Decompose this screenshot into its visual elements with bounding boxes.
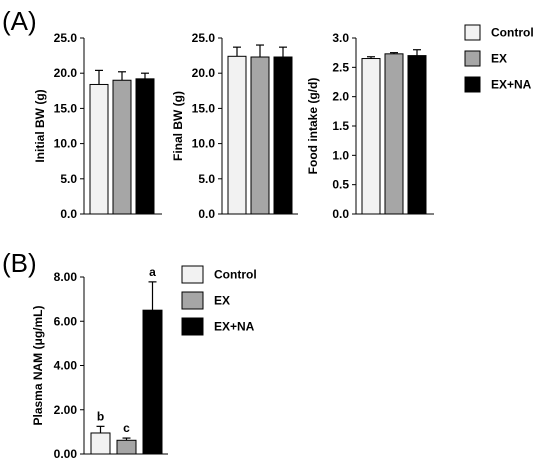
panel-label-a: (A) [2, 6, 37, 36]
y-tick-label: 15.0 [54, 101, 78, 115]
y-tick-label: 0.00 [54, 447, 78, 461]
bar-ex-na [407, 55, 427, 215]
legend-swatch [464, 24, 481, 41]
legend-panel-b: Control EX EX+NA [181, 265, 257, 336]
y-tick-label: 3.0 [332, 31, 349, 45]
chart-initial-bw: 0.0 5.0 10.0 15.0 20.0 25.0 Initial BW (g) [33, 31, 162, 221]
y-tick-label: 0.0 [60, 207, 77, 221]
legend-panel-a: Control EX EX+NA [464, 24, 534, 93]
legend-label: Control [214, 268, 257, 282]
bar-ex-na [135, 78, 155, 215]
y-tick-label: 2.5 [332, 60, 349, 74]
bar-control [89, 83, 109, 215]
legend-swatch [181, 317, 204, 336]
y-tick-label: 10.0 [192, 137, 216, 151]
y-tick-label: 1.0 [332, 148, 349, 162]
y-tick-label: 20.0 [192, 66, 216, 80]
bar-ex [112, 79, 132, 215]
y-tick-label: 0.0 [198, 207, 215, 221]
significance-letter: c [123, 421, 130, 435]
legend-label: EX [491, 52, 507, 66]
legend-label: Control [491, 26, 534, 40]
bar-ex-na [273, 56, 293, 215]
bar-control [90, 432, 111, 455]
panel-label-b: (B) [2, 248, 37, 278]
legend-label: EX+NA [214, 320, 255, 334]
y-axis-label: Initial BW (g) [33, 89, 47, 162]
y-tick-label: 25.0 [54, 31, 78, 45]
y-tick-label: 20.0 [54, 66, 78, 80]
y-tick-label: 8.00 [54, 270, 78, 284]
bar-ex [250, 56, 270, 215]
y-tick-label: 5.0 [60, 172, 77, 186]
bar-ex [116, 439, 137, 455]
legend-swatch [464, 76, 481, 93]
chart-final-bw: 0.0 5.0 10.0 15.0 20.0 25.0 Final BW (g) [171, 31, 298, 221]
legend-swatch [181, 291, 204, 310]
y-tick-label: 4.00 [54, 359, 78, 373]
y-tick-label: 2.0 [332, 90, 349, 104]
legend-label: EX+NA [491, 78, 532, 92]
y-tick-label: 5.0 [198, 172, 215, 186]
y-tick-label: 0.0 [332, 207, 349, 221]
legend-swatch [464, 50, 481, 67]
bar-control [227, 55, 247, 215]
y-tick-label: 15.0 [192, 101, 216, 115]
bar-ex-na [142, 309, 163, 455]
y-tick-label: 25.0 [192, 31, 216, 45]
bar-control [361, 58, 381, 215]
y-axis-label: Plasma NAM (μg/mL) [31, 305, 45, 425]
legend-swatch [181, 265, 204, 284]
y-tick-label: 1.5 [332, 119, 349, 133]
chart-food-intake: 0.0 0.5 1.0 1.5 2.0 2.5 3.0 Food intake (g/d) [306, 31, 434, 221]
y-axis-label: Final BW (g) [171, 91, 185, 161]
y-axis-label: Food intake (g/d) [306, 78, 320, 175]
bar-ex [384, 53, 404, 215]
y-tick-label: 2.00 [54, 403, 78, 417]
legend-label: EX [214, 294, 230, 308]
y-tick-label: 0.5 [332, 178, 349, 192]
y-tick-label: 10.0 [54, 137, 78, 151]
chart-plasma-nam: 0.00 2.00 4.00 6.00 8.00 Plasma NAM (μg/mL) b c… [31, 265, 168, 461]
y-tick-label: 6.00 [54, 314, 78, 328]
significance-letter: a [149, 265, 156, 279]
significance-letter: b [97, 409, 104, 423]
